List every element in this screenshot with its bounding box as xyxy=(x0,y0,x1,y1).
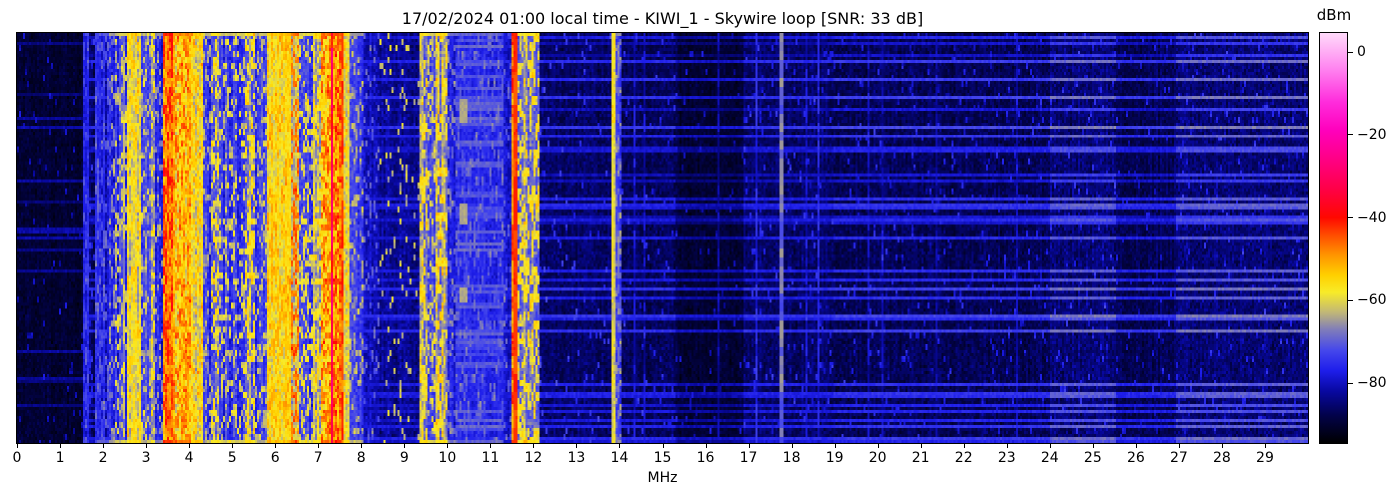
x-tick xyxy=(1178,444,1180,448)
x-tick xyxy=(275,444,277,448)
x-tick-label: 10 xyxy=(438,450,457,466)
colorbar-tick xyxy=(1348,382,1353,384)
colorbar-tick-label: −40 xyxy=(1357,209,1387,226)
x-tick xyxy=(1135,444,1137,448)
x-tick xyxy=(146,444,148,448)
x-tick-label: 17 xyxy=(739,450,758,466)
x-tick-label: 4 xyxy=(184,450,194,466)
x-tick-label: 2 xyxy=(98,450,108,466)
x-tick xyxy=(877,444,879,448)
colorbar-tick-label: 0 xyxy=(1357,44,1366,61)
x-tick-label: 24 xyxy=(1040,450,1059,466)
x-tick xyxy=(1049,444,1051,448)
x-tick xyxy=(17,444,18,448)
colorbar-tick xyxy=(1348,134,1353,136)
colorbar-tick xyxy=(1348,51,1353,53)
x-tick-label: 1 xyxy=(55,450,65,466)
x-tick-label: 12 xyxy=(524,450,543,466)
colorbar-tick-label: −80 xyxy=(1357,375,1387,391)
x-tick-label: 28 xyxy=(1213,450,1231,466)
colorbar xyxy=(1319,32,1348,444)
x-tick xyxy=(963,444,965,448)
x-tick-label: 13 xyxy=(567,450,586,466)
x-tick xyxy=(1092,444,1094,448)
waterfall-plot xyxy=(16,32,1309,444)
x-tick xyxy=(1006,444,1008,448)
x-tick-label: 27 xyxy=(1169,450,1188,466)
x-tick xyxy=(576,444,578,448)
colorbar-label: dBm xyxy=(1316,6,1352,24)
x-tick xyxy=(748,444,750,448)
x-tick-label: 29 xyxy=(1256,450,1274,466)
x-tick xyxy=(834,444,836,448)
x-axis-label: MHz xyxy=(647,470,678,486)
x-tick-label: 23 xyxy=(997,450,1016,466)
page-title: 17/02/2024 01:00 local time - KIWI_1 - S… xyxy=(401,9,924,28)
x-tick-label: 3 xyxy=(141,450,151,466)
x-tick-label: 0 xyxy=(12,450,22,466)
x-tick xyxy=(361,444,363,448)
x-tick-label: 21 xyxy=(911,450,930,466)
x-tick-label: 9 xyxy=(399,450,409,466)
x-tick-label: 16 xyxy=(696,450,715,466)
x-tick xyxy=(619,444,621,448)
x-tick xyxy=(1221,444,1223,448)
x-tick-label: 14 xyxy=(610,450,629,466)
x-tick xyxy=(447,444,449,448)
x-tick xyxy=(103,444,105,448)
x-tick-label: 26 xyxy=(1126,450,1145,466)
x-tick-label: 6 xyxy=(270,450,280,466)
x-tick xyxy=(404,444,406,448)
x-tick xyxy=(1264,444,1266,448)
colorbar-tick xyxy=(1348,299,1353,301)
x-tick-label: 15 xyxy=(653,450,672,466)
x-tick xyxy=(920,444,922,448)
x-tick-label: 7 xyxy=(313,450,323,466)
x-tick xyxy=(60,444,62,448)
colorbar-tick-label: −20 xyxy=(1357,126,1387,143)
colorbar-tick-label: −60 xyxy=(1357,292,1387,309)
colorbar-tick xyxy=(1348,217,1353,219)
x-tick xyxy=(533,444,535,448)
x-tick-label: 20 xyxy=(868,450,887,466)
x-tick xyxy=(662,444,664,448)
x-tick-label: 8 xyxy=(356,450,366,466)
x-tick xyxy=(318,444,320,448)
x-tick-label: 22 xyxy=(954,450,973,466)
x-tick-label: 18 xyxy=(782,450,801,466)
x-tick-label: 25 xyxy=(1083,450,1102,466)
x-tick-label: 11 xyxy=(481,450,500,466)
x-tick-label: 5 xyxy=(227,450,237,466)
x-tick xyxy=(189,444,191,448)
x-tick xyxy=(232,444,234,448)
x-tick xyxy=(490,444,492,448)
x-tick xyxy=(791,444,793,448)
x-tick xyxy=(705,444,707,448)
x-tick-label: 19 xyxy=(825,450,844,466)
